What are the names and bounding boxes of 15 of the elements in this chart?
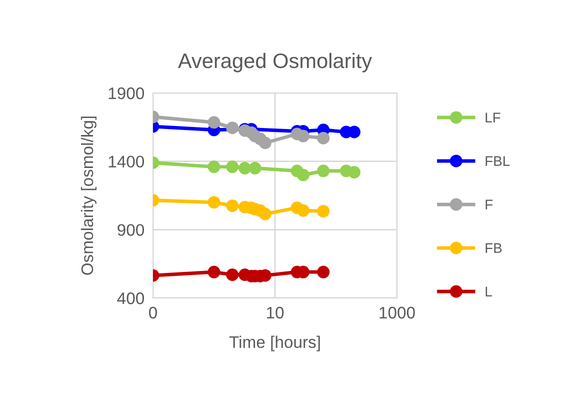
legend-label: L [486, 286, 492, 296]
chart-title: Averaged Osmolarity [178, 52, 372, 72]
legend-label: FB [486, 243, 502, 253]
x-tick-label: 1000 [380, 306, 415, 319]
x-axis-title: Time [hours] [229, 336, 320, 352]
y-tick-label: 400 [117, 292, 144, 304]
y-tick-label: 1900 [108, 87, 144, 100]
legend-label: LF [486, 112, 500, 122]
x-tick-label: 0 [149, 306, 157, 319]
y-tick-label: 900 [118, 224, 144, 236]
legend-label: FBL [486, 156, 510, 166]
legend-label: F [486, 200, 493, 210]
x-tick-label: 10 [267, 306, 284, 319]
y-tick-label: 1400 [108, 156, 144, 168]
y-axis-title: Osmolarity [osmol/kg] [80, 116, 96, 275]
